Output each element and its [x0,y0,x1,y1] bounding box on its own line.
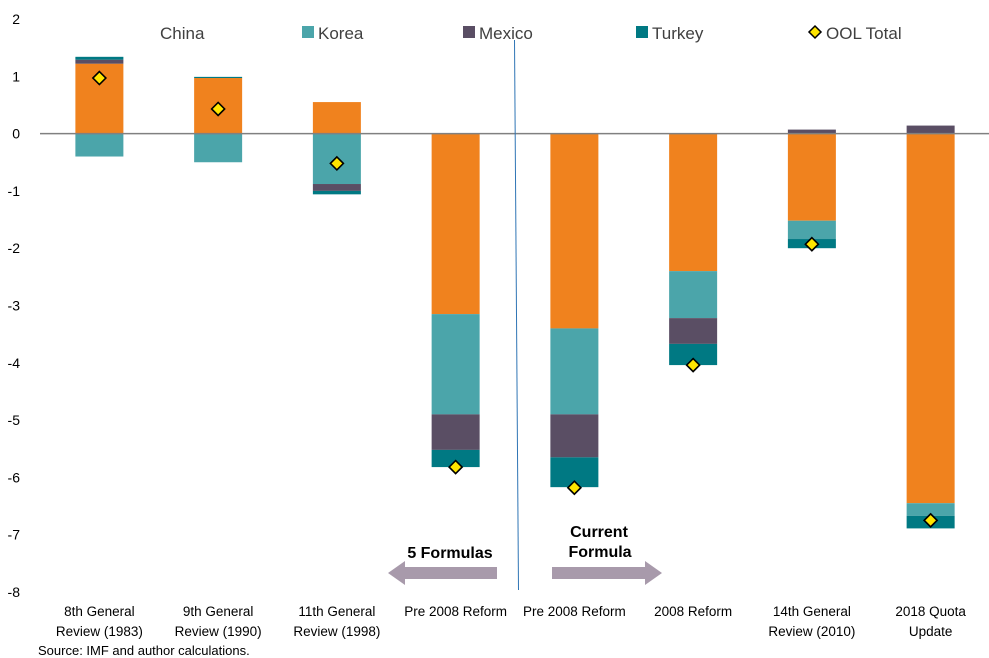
bar-turkey-1 [194,76,243,79]
ool-total-marker-4 [566,480,583,496]
legend-label-korea: Korea [318,24,364,43]
ool-total-marker-3 [447,459,464,475]
bar-mexico-7 [906,125,955,134]
source-note: Source: IMF and author calculations. [38,643,250,658]
bar-korea-7 [906,503,955,516]
bar-korea-0 [75,133,124,157]
y-tick-label: -1 [8,183,21,199]
bar-mexico-2 [312,184,361,191]
y-tick-label: 1 [12,68,20,84]
x-category-label: 2018 Quota [895,604,966,619]
bar-turkey-3 [431,449,480,468]
y-tick-label: -6 [8,469,21,485]
bar-china-5 [669,133,718,272]
annotation-current-formula-line1: Current [570,524,628,541]
y-tick-label: -8 [8,584,21,600]
bar-mexico-0 [75,59,124,64]
legend-label-china: China [160,24,205,43]
y-tick-label: -5 [8,412,21,428]
ool-total-marker-0 [91,70,108,86]
legend-swatch-turkey [636,26,648,38]
annotation-current-formula-line2: Formula [568,544,631,561]
x-category-label: 9th General [183,604,254,619]
legend-swatch-korea [302,26,314,38]
y-tick-label: -2 [8,240,21,256]
bar-turkey-2 [312,190,361,195]
legend-swatch-mexico [463,26,475,38]
x-category-label: Review (1998) [293,624,380,639]
divider-line [514,39,519,591]
x-category-label: Review (1990) [175,624,262,639]
bar-mexico-3 [431,414,480,450]
ool-total-marker-6 [804,236,820,252]
ool-total-marker-2 [329,155,345,172]
bar-korea-5 [669,271,718,319]
y-tick-label: -4 [8,355,21,371]
ool-total-marker-7 [922,512,939,529]
legend-label-turkey: Turkey [652,24,704,43]
x-category-label: Review (2010) [768,624,855,639]
y-tick-label: -7 [8,527,21,543]
bar-china-2 [312,102,361,134]
x-category-label: Pre 2008 Reform [523,604,626,619]
bar-china-4 [550,133,599,329]
y-tick-label: 0 [12,126,20,142]
bar-mexico-6 [787,129,836,134]
legend-label-ool-total: OOL Total [826,24,902,43]
ool-total-marker-5 [685,357,701,373]
annotation-5-formulas: 5 Formulas [407,545,492,562]
bar-turkey-5 [669,343,718,366]
bar-china-7 [906,133,955,504]
bar-turkey-0 [75,56,124,60]
x-category-label: 11th General [298,604,375,619]
x-category-label: 8th General [64,604,135,619]
right-arrow [552,561,662,585]
ool-total-marker-1 [210,101,226,117]
bar-korea-6 [787,220,836,240]
y-tick-label: -3 [8,298,21,314]
y-tick-label: 2 [12,11,20,27]
bar-mexico-5 [669,318,718,344]
legend-label-mexico: Mexico [479,24,533,43]
legend-swatch-ool-total [807,24,823,40]
bar-china-3 [431,133,480,315]
bar-korea-4 [550,328,599,415]
bar-china-6 [787,133,836,221]
x-category-label: 2008 Reform [654,604,732,619]
left-arrow [388,561,497,585]
bar-korea-3 [431,314,480,415]
bar-mexico-4 [550,414,599,458]
x-category-label: Update [909,624,953,639]
x-category-label: 14th General [773,604,851,619]
x-category-label: Review (1983) [56,624,143,639]
bar-korea-1 [194,133,243,163]
x-category-label: Pre 2008 Reform [404,604,507,619]
